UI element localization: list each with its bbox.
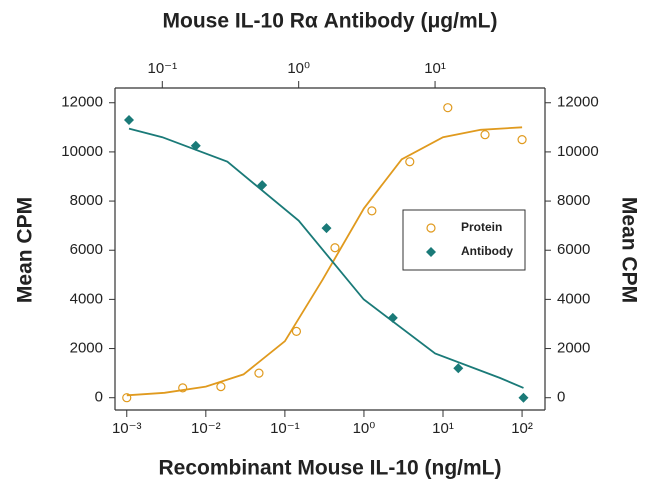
- point: [291, 326, 302, 336]
- point: [178, 383, 188, 393]
- point: [453, 363, 464, 374]
- point: [518, 392, 529, 403]
- y2-tick-label: 4000: [557, 290, 590, 307]
- y-tick-label: 6000: [70, 241, 103, 258]
- point: [387, 312, 398, 323]
- point: [321, 223, 332, 234]
- y-axis-title: Mean CPM: [14, 197, 37, 303]
- point: [216, 382, 226, 392]
- x-tick-label: 10⁰: [353, 420, 376, 437]
- point: [122, 393, 132, 403]
- x-tick-label: 10²: [511, 420, 533, 437]
- x2-tick-label: 10¹: [424, 60, 446, 77]
- legend-label: Antibody: [461, 244, 513, 258]
- y2-tick-label: 0: [557, 389, 565, 406]
- point: [443, 103, 453, 113]
- x-tick-label: 10⁻²: [191, 420, 221, 437]
- legend-box: [402, 209, 526, 271]
- x2-tick-label: 10⁰: [287, 60, 310, 77]
- point: [517, 135, 527, 145]
- y-tick-label: 8000: [70, 192, 103, 209]
- y-tick-label: 0: [95, 389, 103, 406]
- point: [124, 114, 135, 125]
- y-tick-label: 10000: [61, 143, 103, 160]
- x-tick-label: 10⁻³: [112, 420, 142, 437]
- point: [190, 140, 201, 151]
- y2-tick-label: 2000: [557, 340, 590, 357]
- y2-tick-label: 8000: [557, 192, 590, 209]
- point: [367, 206, 377, 216]
- x2-tick-label: 10⁻¹: [147, 60, 177, 77]
- point: [480, 130, 490, 140]
- legend-label: Protein: [461, 220, 502, 234]
- y2-tick-label: 12000: [557, 94, 599, 111]
- fit-curve: [126, 126, 523, 397]
- y-tick-label: 12000: [61, 94, 103, 111]
- chart-title: Mouse IL-10 Rα Antibody (μg/mL): [163, 10, 498, 33]
- y-tick-label: 2000: [70, 340, 103, 357]
- legend-marker: [426, 247, 436, 257]
- y2-axis-title: Mean CPM: [617, 197, 640, 303]
- fit-curve: [128, 127, 524, 389]
- x-tick-label: 10¹: [432, 420, 454, 437]
- point: [330, 243, 340, 253]
- point: [257, 180, 268, 191]
- x-tick-label: 10⁻¹: [270, 420, 300, 437]
- y-tick-label: 4000: [70, 290, 103, 307]
- legend-marker: [426, 223, 436, 233]
- y2-tick-label: 10000: [557, 143, 599, 160]
- point: [254, 368, 264, 378]
- y2-tick-label: 6000: [557, 241, 590, 258]
- point: [405, 157, 415, 167]
- x-axis-title: Recombinant Mouse IL-10 (ng/mL): [158, 457, 501, 480]
